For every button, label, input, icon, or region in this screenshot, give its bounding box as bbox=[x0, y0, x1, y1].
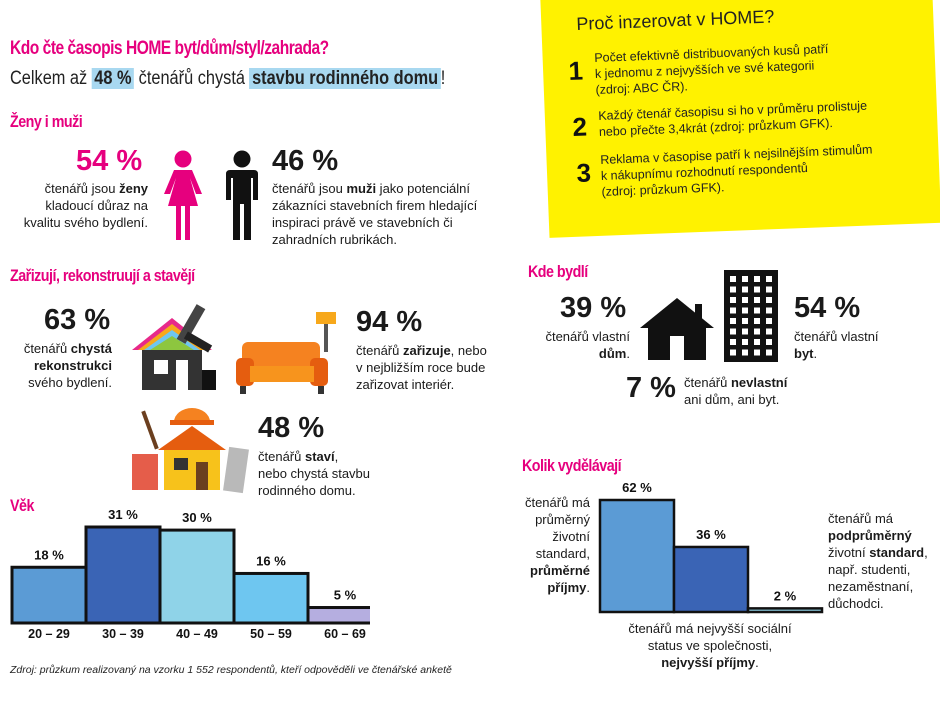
age-bar-chart: 18 % 20 – 29 31 % 30 – 39 30 % 40 – 49 16 % 50 … bbox=[10, 507, 370, 641]
section-title-gender: Ženy i muži bbox=[10, 112, 83, 131]
income-bar-chart: 62 % 36 % 2 % bbox=[598, 480, 824, 614]
subtitle-highlight-pct: 48 % bbox=[91, 68, 135, 89]
builds-percentage: 48 % bbox=[258, 412, 325, 444]
men-description: čtenářů jsou muži jako potenciální zákaz… bbox=[272, 181, 478, 247]
age-bar bbox=[158, 528, 236, 625]
men-percentage: 46 % bbox=[272, 145, 339, 177]
income-bar bbox=[746, 607, 824, 614]
section-title-living: Kde bydlí bbox=[528, 262, 588, 281]
income-low-description: čtenářů má podprůměrný životní standard,… bbox=[828, 511, 928, 611]
renovate-description: čtenářů chystá rekonstrukci svého bydlen… bbox=[23, 341, 112, 390]
why-item-1: Počet efektivně distribuovaných kusů pat… bbox=[594, 42, 829, 97]
age-bar bbox=[306, 606, 370, 625]
age-bar-label: 16 % bbox=[256, 553, 286, 568]
subtitle-highlight-house: stavbu rodinného domu bbox=[249, 68, 441, 89]
income-bar bbox=[598, 498, 676, 614]
age-bar bbox=[10, 565, 88, 625]
income-high-description: čtenářů má nejvyšší sociální status ve s… bbox=[628, 621, 792, 670]
age-category-label: 20 – 29 bbox=[28, 627, 70, 641]
age-category-label: 40 – 49 bbox=[176, 627, 218, 641]
sofa-icon bbox=[236, 312, 336, 394]
flat-description: čtenářů vlastní byt. bbox=[794, 329, 879, 361]
age-category-label: 30 – 39 bbox=[102, 627, 144, 641]
income-bar bbox=[672, 545, 750, 614]
age-category-label: 50 – 59 bbox=[250, 627, 292, 641]
builds-description: čtenářů staví, nebo chystá stavbu rodinn… bbox=[258, 449, 371, 498]
house-painting-icon bbox=[132, 304, 216, 390]
furnish-percentage: 94 % bbox=[356, 306, 423, 338]
source-note: Zdroj: průzkum realizovaný na vzorku 1 5… bbox=[10, 664, 452, 676]
furnish-description: čtenářů zařizuje, nebo v nejbližším roce… bbox=[356, 343, 487, 392]
section-title-income: Kolik vydělávají bbox=[522, 456, 622, 475]
house-percentage: 39 % bbox=[560, 292, 627, 324]
age-bar-label: 30 % bbox=[182, 510, 212, 525]
women-percentage: 54 % bbox=[76, 145, 143, 177]
age-bar-label: 5 % bbox=[334, 588, 357, 603]
age-bar bbox=[84, 525, 162, 625]
age-bar bbox=[232, 571, 310, 625]
man-icon bbox=[226, 150, 258, 240]
no-ownership-percentage: 7 % bbox=[626, 372, 676, 404]
age-category-label: 60 – 69 bbox=[324, 627, 366, 641]
page-subtitle: Celkem až 48 % čtenářů chystá stavbu rod… bbox=[10, 68, 446, 89]
flat-percentage: 54 % bbox=[794, 292, 861, 324]
house-description: čtenářů vlastní dům. bbox=[545, 329, 630, 361]
construction-house-icon bbox=[132, 408, 249, 494]
renovate-percentage: 63 % bbox=[44, 304, 111, 336]
section-title-build: Zařizují, rekonstruují a stavějí bbox=[10, 266, 195, 285]
why-number-2: 2 bbox=[572, 111, 588, 142]
no-ownership-description: čtenářů nevlastní ani dům, ani byt. bbox=[684, 375, 788, 407]
page-title: Kdo čte časopis HOME byt/dům/styl/zahrad… bbox=[10, 38, 329, 59]
income-bar-label: 36 % bbox=[696, 527, 726, 542]
house-icon bbox=[640, 298, 714, 360]
woman-icon bbox=[164, 150, 202, 240]
age-bar-label: 31 % bbox=[108, 507, 138, 522]
section-title-age: Věk bbox=[10, 496, 34, 515]
income-bar-label: 2 % bbox=[774, 588, 797, 603]
age-bar-label: 18 % bbox=[34, 547, 64, 562]
why-number-3: 3 bbox=[576, 157, 592, 188]
income-bar-label: 62 % bbox=[622, 480, 652, 495]
why-number-1: 1 bbox=[568, 55, 584, 86]
apartment-building-icon bbox=[724, 270, 778, 362]
income-average-description: čtenářů má průměrný životní standard, pr… bbox=[524, 495, 590, 595]
women-description: čtenářů jsou ženy kladoucí důraz na kval… bbox=[23, 181, 148, 230]
